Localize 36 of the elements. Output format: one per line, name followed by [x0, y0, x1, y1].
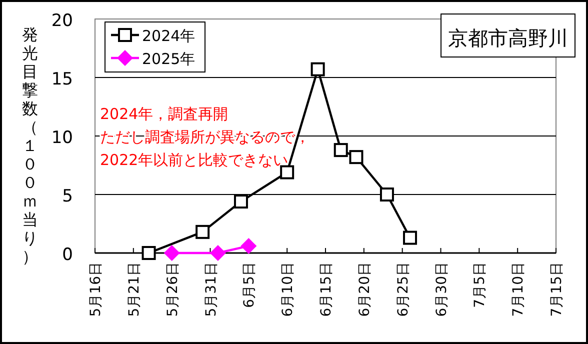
point: [240, 238, 257, 254]
x-tick-label: 5月21日: [126, 262, 142, 317]
x-tick-label: 6月5日: [242, 262, 258, 308]
x-tick-label: 5月16日: [88, 262, 104, 317]
point: [380, 188, 394, 202]
point: [234, 194, 248, 209]
y-tick-label: 5: [62, 186, 73, 206]
x-tick-label: 6月20日: [356, 262, 373, 317]
point: [142, 246, 156, 260]
text: 発光目撃数（１００ｍ当り）: [22, 25, 38, 266]
annotation: 2024年，調査再開: [100, 105, 228, 123]
point: [403, 230, 418, 245]
x-tick-label: 6月30日: [434, 262, 450, 317]
y-tick-label: 10: [51, 128, 73, 148]
x-tick-label: 5月26日: [164, 262, 181, 317]
y-tick-label: 15: [51, 70, 73, 90]
x-tick-label: 7月10日: [510, 262, 527, 317]
point: [280, 165, 294, 180]
y-tick-label: 0: [62, 245, 73, 265]
point: [164, 245, 180, 261]
x-tick-label: 7月15日: [549, 262, 565, 317]
x-tick-label: 5月31日: [203, 262, 220, 317]
legend-label: 2024年: [142, 27, 196, 45]
point: [310, 62, 325, 76]
legend-label: 2025年: [142, 50, 196, 68]
point: [334, 143, 348, 158]
x-tick-label: 6月25日: [395, 262, 412, 317]
annotation: 2022年以前と比較できない: [100, 151, 288, 169]
x-tick-label: 7月5日: [472, 262, 488, 308]
x-tick-label: 6月15日: [318, 262, 334, 317]
point: [210, 245, 226, 261]
x-tick-label: 6月10日: [280, 262, 296, 317]
y-tick-label: 20: [51, 11, 73, 31]
chart-title: 京都市高野川: [448, 26, 568, 50]
point: [349, 150, 364, 164]
point: [196, 224, 210, 239]
